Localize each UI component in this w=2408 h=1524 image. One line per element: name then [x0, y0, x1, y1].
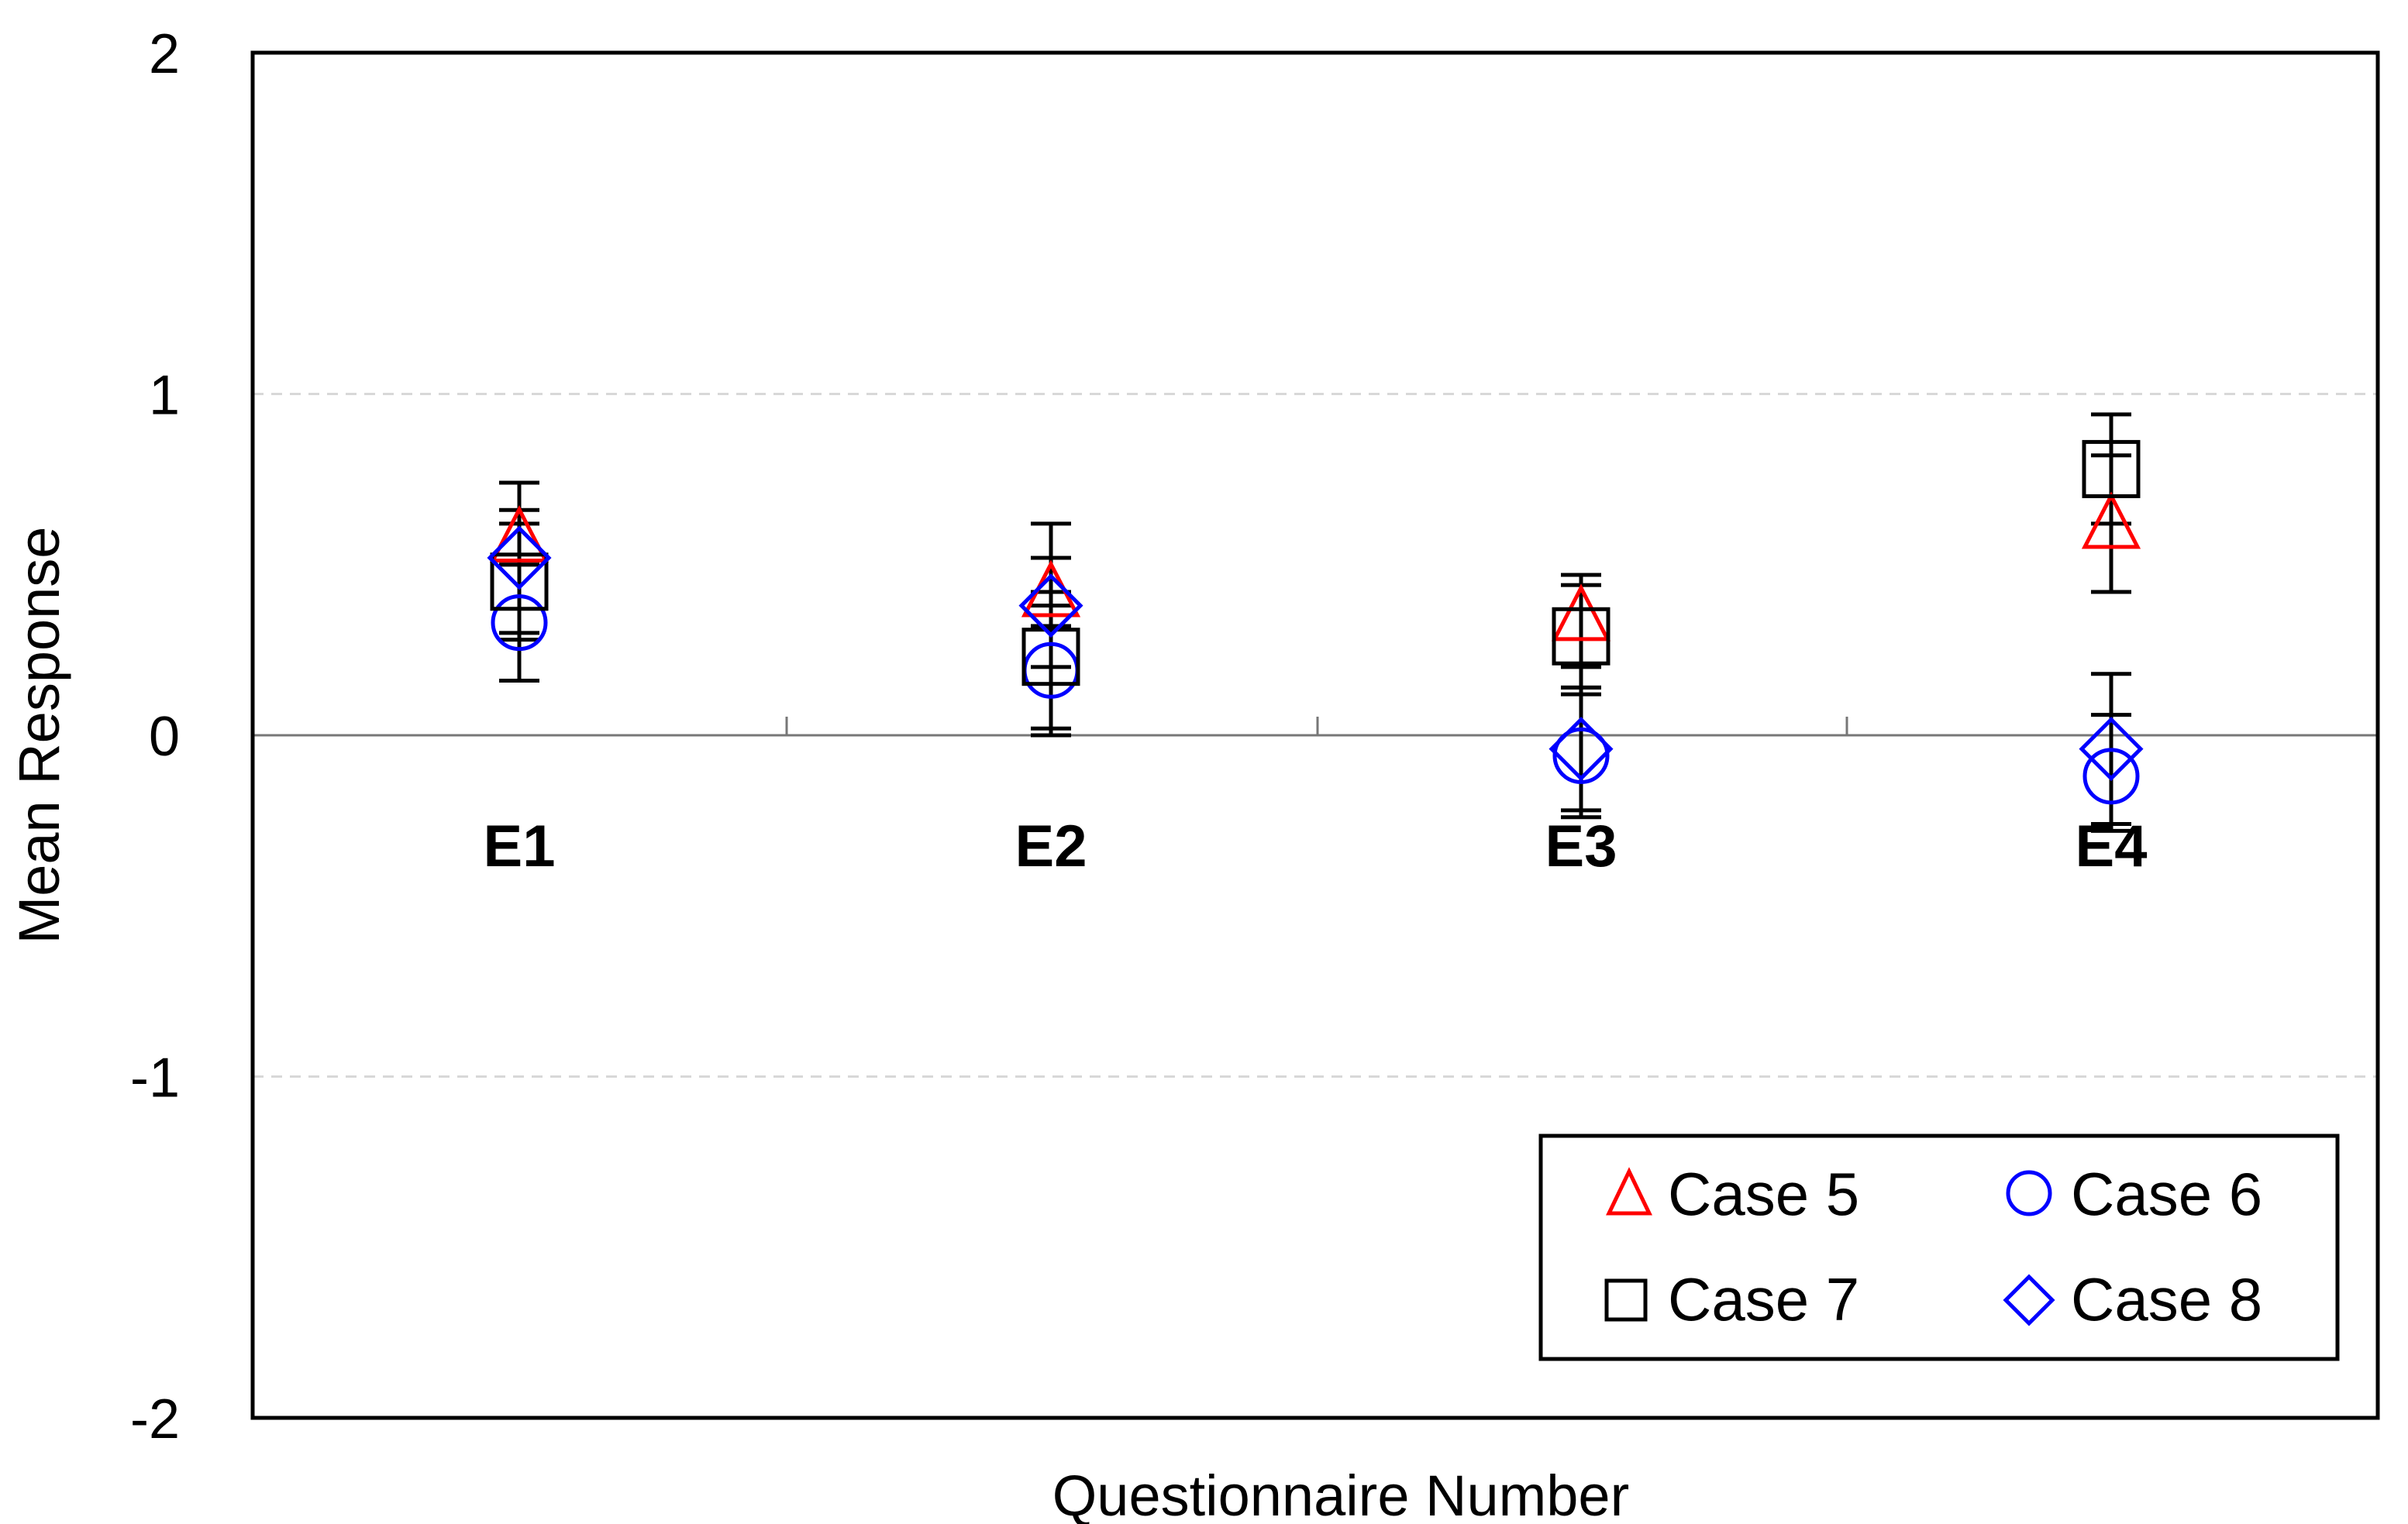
legend-box [1538, 1134, 2340, 1361]
y-tick-label: 2 [149, 23, 180, 85]
legend-triangle-marker [1606, 1167, 1652, 1216]
data-point-circle [2082, 748, 2140, 805]
x-axis: E1 E2 E3 E4 [484, 717, 2148, 879]
legend-circle-marker [2006, 1170, 2052, 1216]
data-point-triangle [2081, 491, 2141, 549]
legend-diamond-marker [2003, 1274, 2055, 1326]
legend-label-case-6: Case 6 [2071, 1160, 2262, 1228]
legend-label-case-7: Case 7 [1668, 1265, 1859, 1333]
category-label-e3: E3 [1545, 814, 1617, 879]
legend-square-marker [1604, 1278, 1648, 1322]
data-point-circle [1552, 727, 1610, 784]
data-point-circle [491, 594, 548, 652]
data-point-diamond [1018, 573, 1083, 638]
legend-label-case-5: Case 5 [1668, 1160, 1859, 1228]
y-tick-label: -2 [130, 1388, 180, 1450]
error-bars [499, 412, 2131, 833]
plot-area [250, 50, 2380, 1420]
category-label-e1: E1 [484, 814, 556, 879]
data-point-triangle [1551, 583, 1611, 642]
data-point-diamond [1548, 717, 1614, 782]
y-tick-label: 0 [149, 706, 180, 768]
markers [487, 439, 2144, 805]
gridlines [253, 393, 2378, 1078]
y-axis-title: Mean Response [7, 527, 71, 944]
data-point-square [1552, 607, 1611, 666]
category-label-e4: E4 [2076, 814, 2148, 879]
data-point-triangle [489, 505, 549, 563]
data-point-diamond [487, 525, 552, 590]
legend: Case 5 Case 6 Case 7 Case 8 [1538, 1134, 2340, 1361]
x-axis-title: Questionnaire Number [1052, 1464, 1629, 1524]
data-point-diamond [2079, 717, 2144, 782]
data-point-square [2082, 439, 2141, 498]
legend-label-case-8: Case 8 [2071, 1265, 2262, 1333]
data-point-square [490, 552, 549, 611]
y-axis: 2 1 0 -1 -2 [130, 23, 180, 1450]
category-label-e2: E2 [1015, 814, 1087, 879]
data-point-square [1021, 628, 1080, 686]
y-tick-label: 1 [149, 365, 180, 427]
y-tick-label: -1 [130, 1048, 180, 1109]
